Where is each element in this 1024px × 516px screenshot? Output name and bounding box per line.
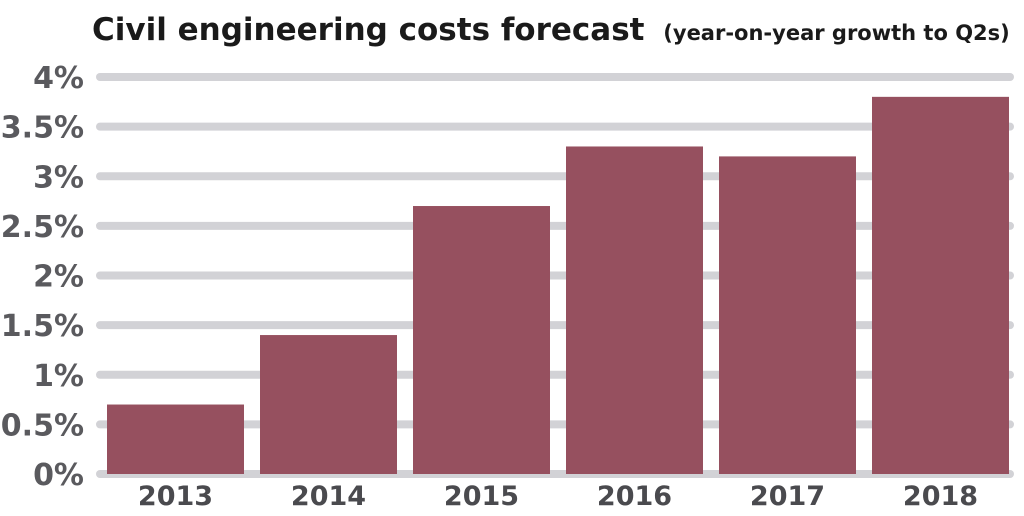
x-tick-label: 2014	[291, 481, 366, 512]
y-tick-label: 1.5%	[1, 309, 84, 344]
x-axis-ticks: 2013 2014 2015 2016 2017 2018	[138, 481, 978, 512]
bar-2016	[566, 146, 703, 474]
x-tick-label: 2015	[444, 481, 519, 512]
bar-2018	[872, 96, 1009, 474]
y-axis-ticks: 0% 0.5% 1% 1.5% 2% 2.5% 3% 3.5% 4%	[1, 61, 84, 493]
bar-2017	[719, 156, 856, 474]
bars	[107, 96, 1009, 474]
y-tick-label: 2%	[33, 260, 84, 295]
y-tick-label: 0.5%	[1, 408, 84, 443]
y-tick-label: 3.5%	[1, 111, 84, 146]
y-tick-label: 2.5%	[1, 210, 84, 245]
gridlines	[96, 73, 1014, 478]
chart-title-main: Civil engineering costs forecast	[92, 12, 645, 48]
x-tick-label: 2013	[138, 481, 213, 512]
bar-2013	[107, 404, 244, 474]
x-tick-label: 2017	[750, 481, 825, 512]
y-tick-label: 3%	[33, 160, 84, 195]
y-tick-label: 4%	[33, 61, 84, 96]
bar-2015	[413, 206, 550, 474]
bar-2014	[260, 335, 397, 474]
y-tick-label: 0%	[33, 458, 84, 493]
x-tick-label: 2018	[903, 481, 978, 512]
chart-subtitle: (year-on-year growth to Q2s)	[663, 21, 1010, 45]
y-tick-label: 1%	[33, 359, 84, 394]
chart-title: Civil engineering costs forecast (year-o…	[92, 12, 1010, 48]
x-tick-label: 2016	[597, 481, 672, 512]
